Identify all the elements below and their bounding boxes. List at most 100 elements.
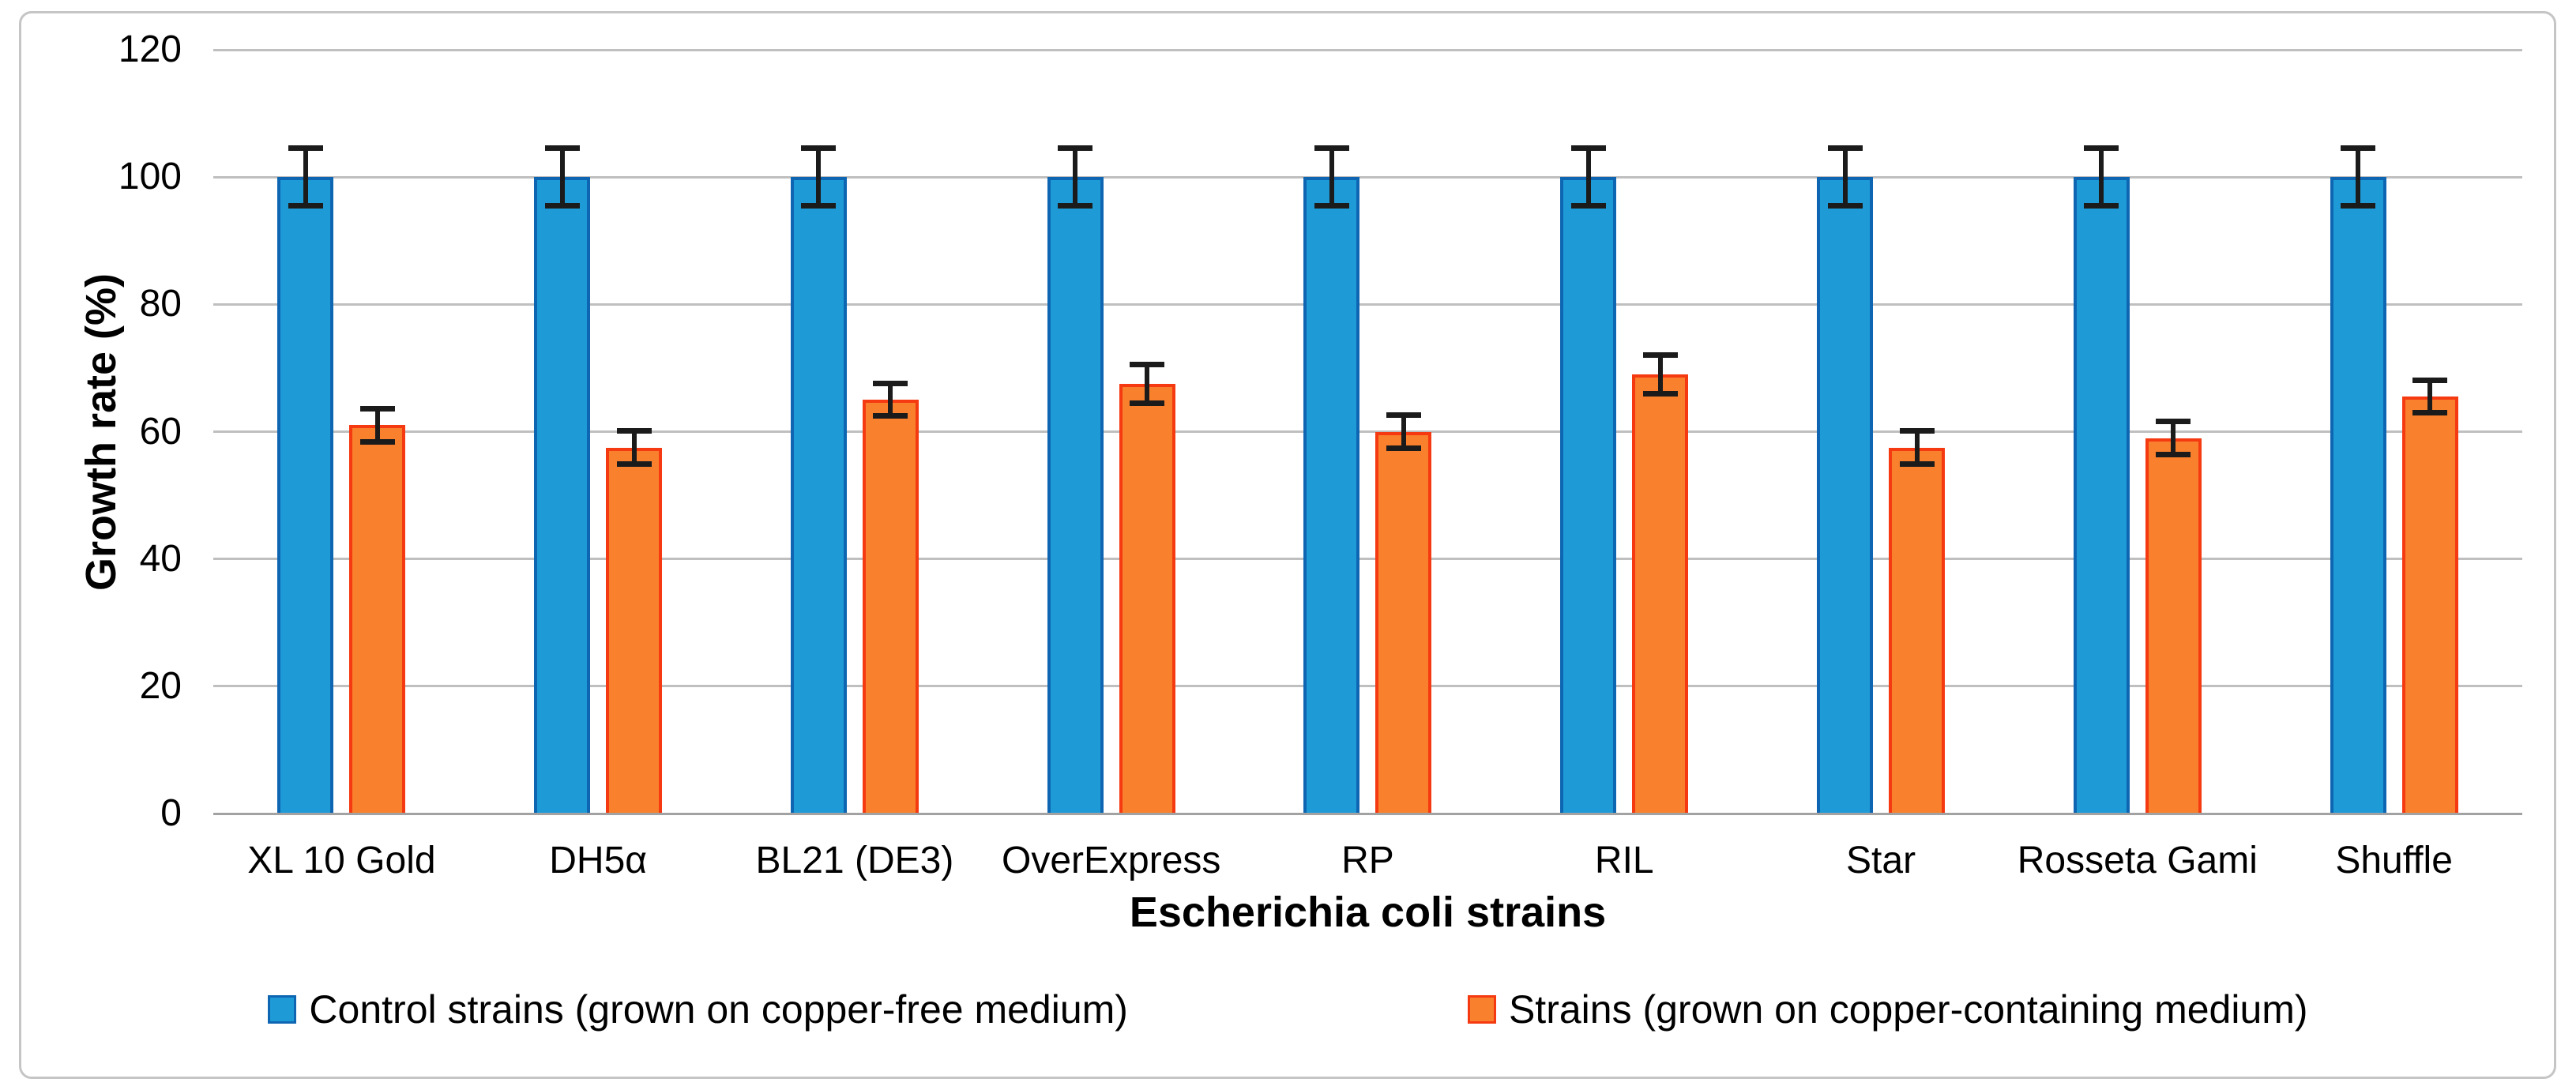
gridline-80 — [213, 303, 2522, 306]
error-bar — [1386, 412, 1421, 451]
error-bar-line — [559, 145, 565, 209]
error-bar-line — [1842, 145, 1848, 209]
legend-label-copper: Strains (grown on copper-containing medi… — [1508, 987, 2308, 1032]
error-bar-cap-top — [1827, 145, 1863, 151]
gridline-120 — [213, 48, 2522, 51]
error-bar-line — [816, 145, 822, 209]
error-bar — [873, 381, 908, 419]
error-bar-line — [1329, 145, 1334, 209]
bar-control — [2330, 177, 2386, 814]
x-category-label: OverExpress — [1002, 840, 1221, 881]
x-axis-category-labels: XL 10 Gold DH5α BL21 (DE3) OverExpress RP RIL… — [213, 839, 2522, 886]
error-bar-cap-bottom — [2156, 451, 2191, 457]
bar-group — [470, 50, 727, 814]
error-bar-cap-top — [2341, 145, 2376, 151]
bar-group — [1753, 50, 2010, 814]
error-bar-cap-top — [359, 406, 395, 412]
error-bar — [2156, 419, 2191, 457]
bar-copper — [349, 425, 406, 814]
bar-group — [2009, 50, 2266, 814]
error-bar-cap-top — [2156, 419, 2191, 425]
error-bar-cap-top — [1314, 145, 1349, 151]
y-tick-label: 20 — [139, 664, 182, 707]
error-bar-cap-bottom — [359, 438, 395, 445]
error-bar-cap-bottom — [1642, 391, 1678, 397]
error-bar-line — [888, 381, 893, 419]
error-bar-cap-top — [2412, 378, 2448, 383]
error-bar-cap-top — [544, 145, 580, 151]
legend-item-copper: Strains (grown on copper-containing medi… — [1467, 987, 2308, 1032]
bar-copper — [862, 400, 919, 814]
error-bar-cap-bottom — [288, 203, 323, 209]
error-bar-cap-top — [1386, 412, 1421, 419]
error-bar-line — [1073, 145, 1078, 209]
x-category-label: Shuffle — [2335, 840, 2453, 881]
y-tick-label: 120 — [118, 28, 182, 70]
error-bar-cap-top — [1130, 361, 1165, 367]
error-bar-line — [2099, 145, 2104, 209]
error-bar — [1314, 145, 1349, 209]
bar-copper — [1375, 431, 1432, 814]
y-tick-label: 40 — [139, 537, 182, 580]
error-bar-line — [1145, 361, 1150, 407]
error-bar-cap-bottom — [1130, 400, 1165, 407]
error-bar-line — [2427, 378, 2433, 416]
error-bar-cap-top — [1642, 351, 1678, 358]
error-bar — [1642, 351, 1678, 397]
x-axis-title: Escherichia coli strains — [1129, 889, 1607, 936]
error-bar-cap-bottom — [1314, 203, 1349, 209]
bar-copper — [2401, 397, 2458, 814]
error-bar-cap-bottom — [1058, 203, 1093, 209]
error-bar — [2084, 145, 2119, 209]
x-category-label: Star — [1846, 840, 1916, 881]
error-bar-line — [1914, 428, 1920, 467]
error-bar-line — [2356, 145, 2361, 209]
error-bar-cap-top — [288, 145, 323, 151]
error-bar-line — [1657, 351, 1663, 397]
error-bar-cap-bottom — [1570, 203, 1606, 209]
y-tick-label: 100 — [118, 156, 182, 198]
gridline-40 — [213, 558, 2522, 561]
gridline-100 — [213, 175, 2522, 179]
error-bar-cap-top — [801, 145, 837, 151]
gridline-20 — [213, 685, 2522, 688]
error-bar-line — [2171, 419, 2176, 457]
legend-swatch-copper — [1467, 995, 1496, 1024]
x-category-label: RP — [1341, 840, 1394, 881]
error-bar-cap-bottom — [801, 203, 837, 209]
x-category-label: XL 10 Gold — [247, 840, 436, 881]
bar-control — [277, 177, 334, 814]
error-bar-cap-top — [873, 381, 908, 387]
x-axis-line — [213, 813, 2522, 815]
error-bar-cap-bottom — [2341, 203, 2376, 209]
bar-group — [213, 50, 470, 814]
x-category-label: BL21 (DE3) — [755, 840, 954, 881]
y-tick-label: 80 — [139, 283, 182, 325]
bar-copper — [1119, 384, 1175, 814]
error-bar-cap-bottom — [616, 460, 652, 467]
error-bar-line — [303, 145, 308, 209]
bar-control — [2073, 177, 2130, 814]
legend-item-control: Control strains (grown on copper-free me… — [268, 987, 1128, 1032]
error-bar — [1130, 361, 1165, 407]
error-bar-line — [631, 428, 637, 467]
x-category-label: DH5α — [549, 840, 648, 881]
error-bar — [1827, 145, 1863, 209]
bar-control — [1560, 177, 1617, 814]
error-bar — [801, 145, 837, 209]
error-bar-cap-top — [616, 428, 652, 434]
bar-control — [534, 177, 591, 814]
error-bar — [616, 428, 652, 467]
error-bar — [288, 145, 323, 209]
bar-group — [2266, 50, 2522, 814]
y-axis-tick-labels: 0 20 40 60 80 100 120 — [0, 30, 182, 833]
bar-group — [1239, 50, 1496, 814]
bar-group — [727, 50, 983, 814]
error-bar-cap-top — [1058, 145, 1093, 151]
error-bar — [2341, 145, 2376, 209]
bar-control — [1303, 177, 1360, 814]
error-bar-cap-bottom — [2084, 203, 2119, 209]
error-bar-line — [1401, 412, 1406, 451]
error-bar-cap-bottom — [1899, 460, 1935, 467]
bar-control — [1047, 177, 1104, 814]
